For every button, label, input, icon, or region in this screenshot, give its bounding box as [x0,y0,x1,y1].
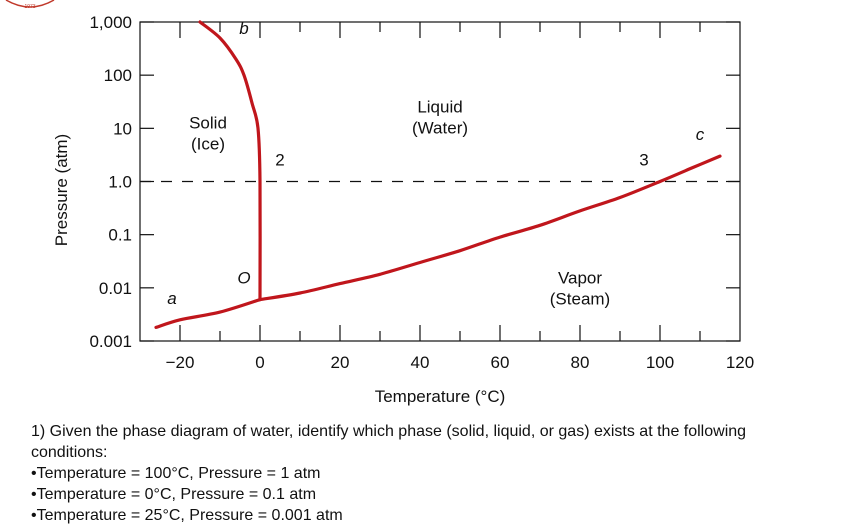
logo-mark: 1973 [5,0,55,10]
y-tick-label: 10 [113,119,132,138]
y-tick-label: 100 [104,66,132,85]
point-label-3: 3 [639,150,648,169]
labels-layer: a b c O 2 3 Solid (Ice) Liquid (Water) Vapor (Steam… [167,19,704,309]
point-label-2: 2 [275,150,284,169]
y-tick-label: 0.01 [99,279,132,298]
condition-1: •Temperature = 100°C, Pressure = 1 atm [31,465,321,482]
curve-solid-liquid [198,20,262,302]
x-tick-label: 80 [571,353,590,372]
x-tick-label: 40 [411,353,430,372]
region-label: Vapor [558,269,602,288]
x-tick-label: 0 [255,353,264,372]
x-tick-label: −20 [166,353,195,372]
condition-3: •Temperature = 25°C, Pressure = 0.001 at… [31,507,343,524]
point-label-o: O [237,269,250,288]
x-tick-label: 60 [491,353,510,372]
curves-layer [154,20,722,329]
point-label-b: b [239,19,248,38]
region-label: (Ice) [191,134,225,153]
phase-diagram-chart: 0.001 0.01 0.1 1.0 10 100 1,000 −20 0 20 40 60 80 100… [52,13,754,406]
x-tick-label: 20 [331,353,350,372]
point-label-a: a [167,289,176,308]
y-tick-label: 0.001 [89,332,132,351]
region-label: (Steam) [550,290,610,309]
question-block: 1) Given the phase diagram of water, ide… [31,421,821,526]
y-tick-label: 1,000 [89,13,132,32]
y-axis-title: Pressure (atm) [52,134,71,246]
x-tick-label: 120 [726,353,754,372]
logo-year: 1973 [24,4,35,10]
y-tick-label: 1.0 [108,173,132,192]
curve-solid-vapor [154,298,262,329]
region-label: Solid [189,113,227,132]
condition-2: •Temperature = 0°C, Pressure = 0.1 atm [31,486,317,503]
x-tick-label: 100 [646,353,674,372]
region-label: (Water) [412,118,468,137]
point-label-c: c [696,125,705,144]
x-axis-title: Temperature (°C) [375,387,506,406]
region-label: Liquid [417,97,462,116]
question-text: 1) Given the phase diagram of water, ide… [31,423,747,461]
y-tick-label: 0.1 [108,226,132,245]
logo-fragment: 1973 [0,0,60,14]
ticks-layer: 0.001 0.01 0.1 1.0 10 100 1,000 −20 0 20 40 60 80 100… [89,13,754,372]
curve-liquid-vapor [258,154,722,302]
